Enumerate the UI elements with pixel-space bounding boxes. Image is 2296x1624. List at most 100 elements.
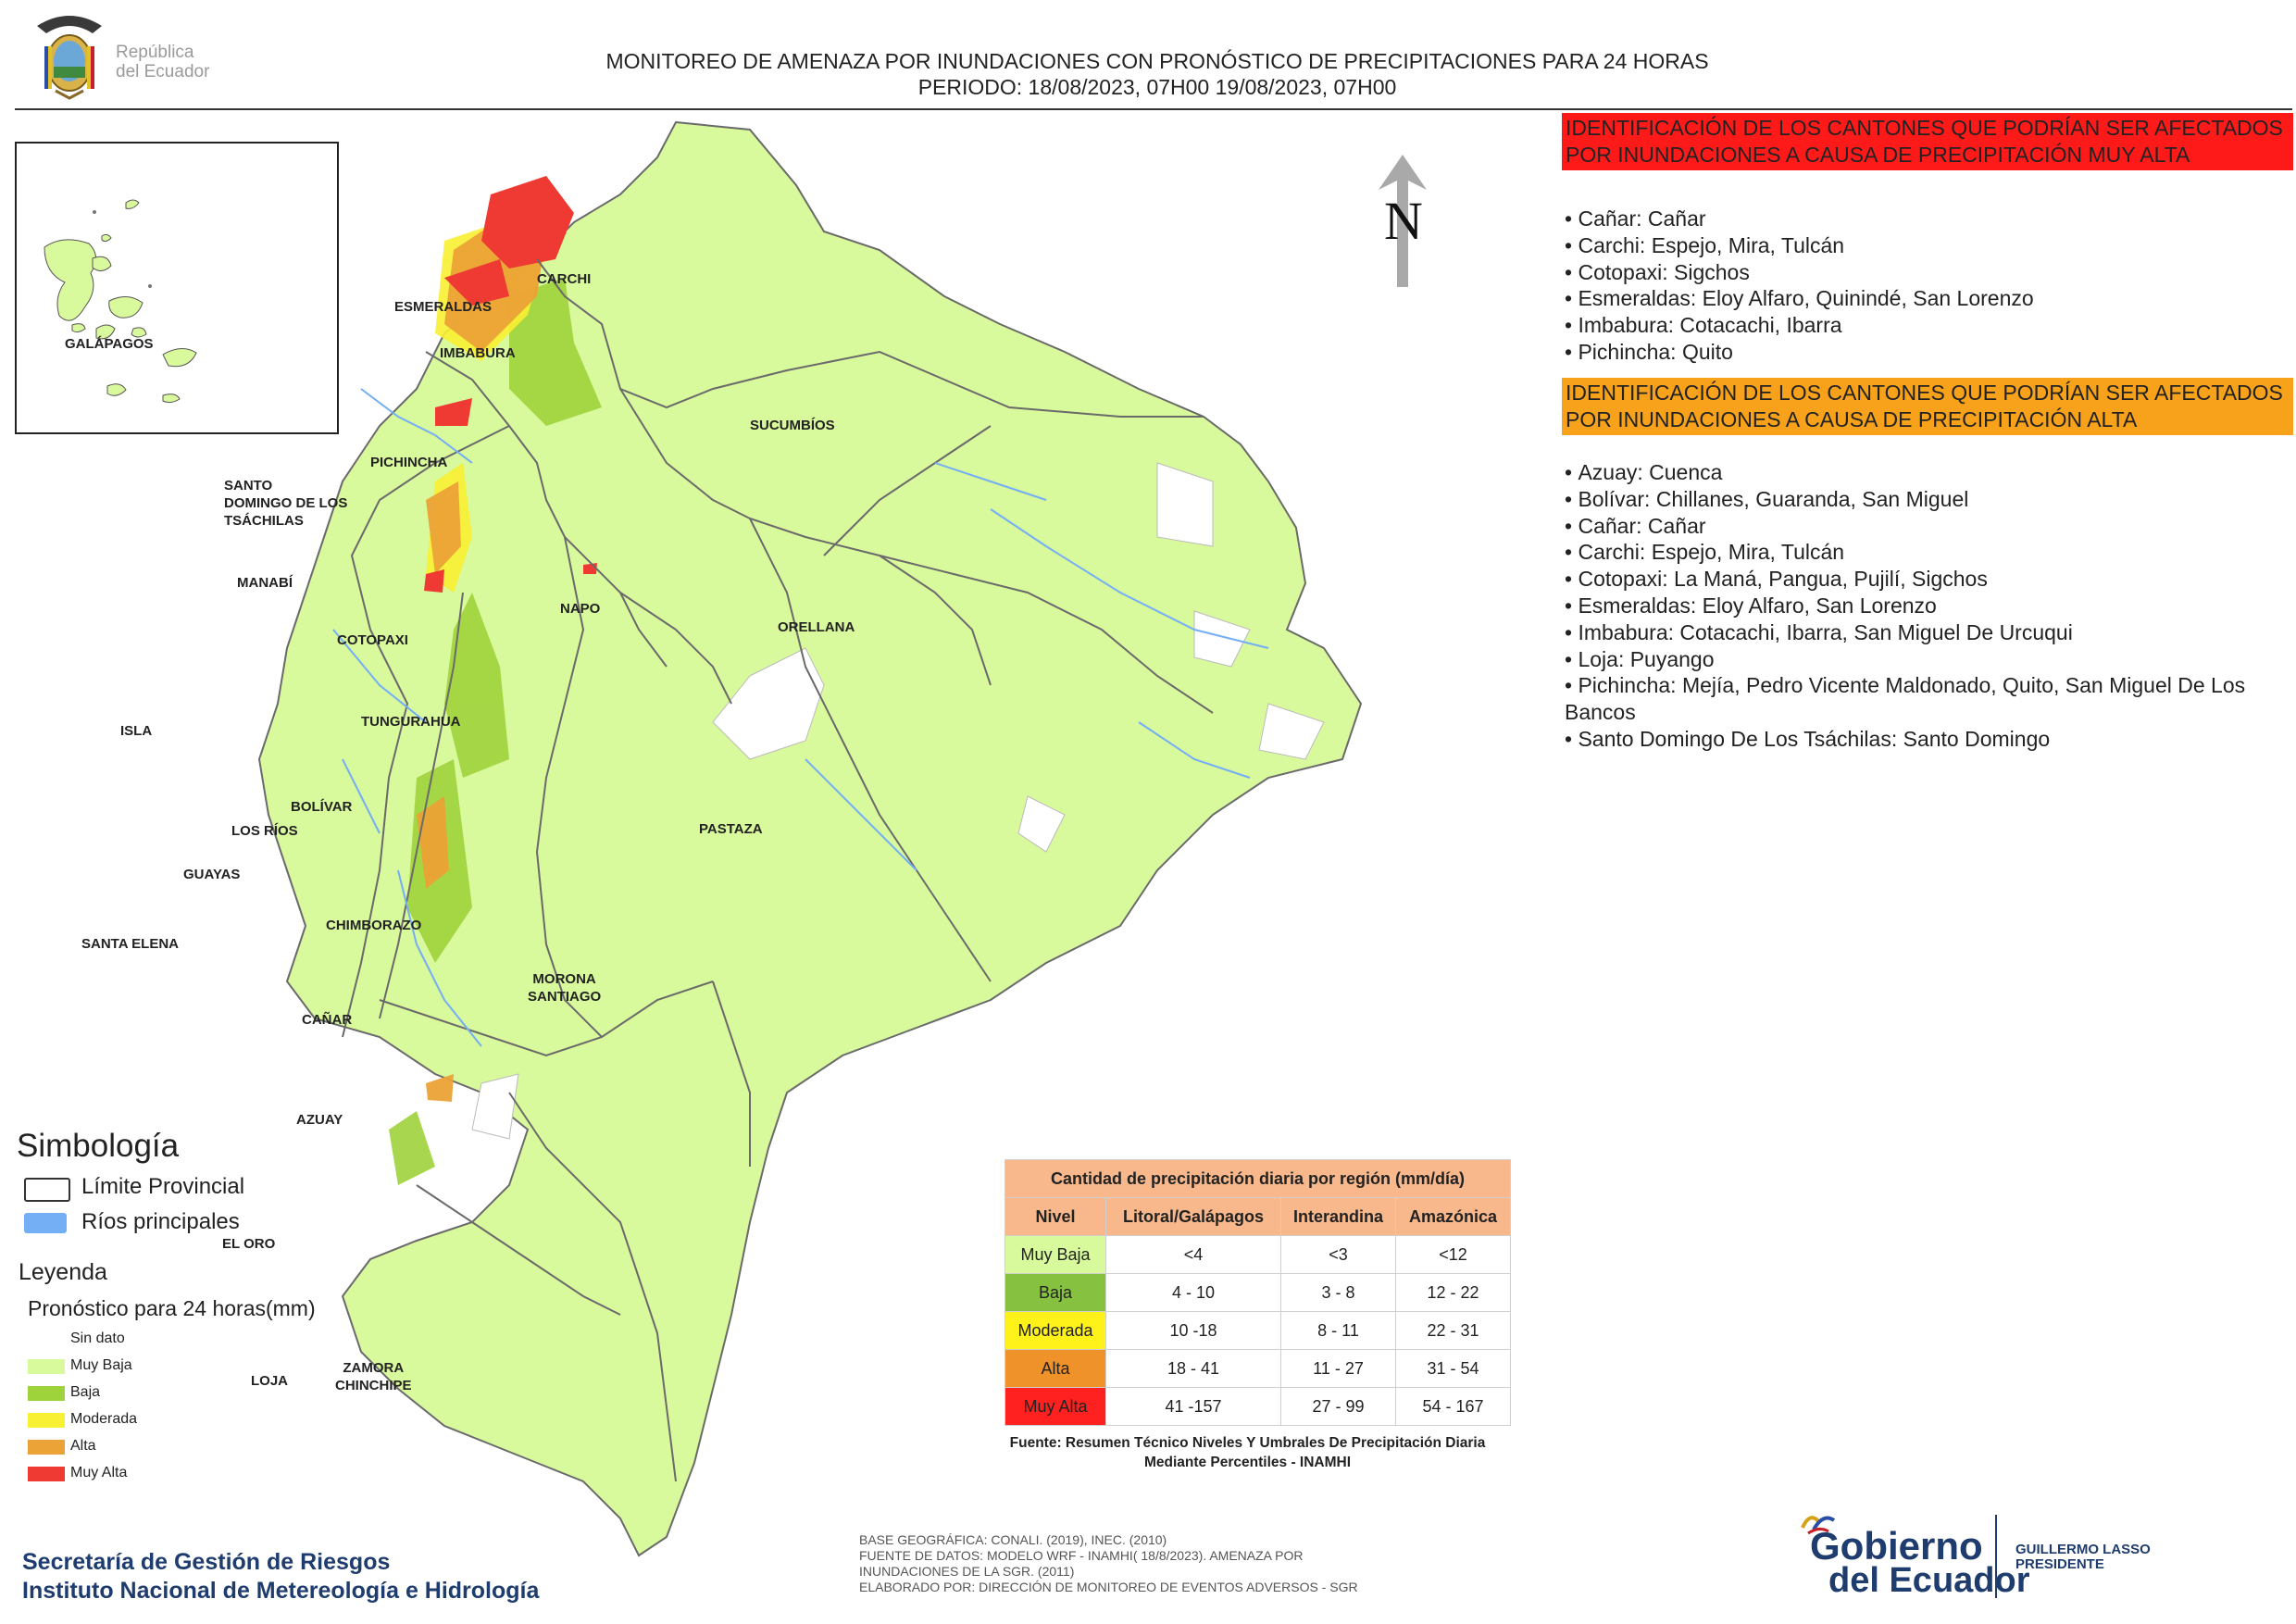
- amazonica-cell: 31 - 54: [1395, 1349, 1511, 1388]
- leyenda-subtitle: Pronóstico para 24 horas(mm): [28, 1296, 316, 1320]
- logo-text: República del Ecuador: [116, 43, 210, 81]
- province-label-el-oro: EL ORO: [222, 1236, 276, 1252]
- footer-note: ELABORADO POR: DIRECCIÓN DE MONITOREO DE…: [859, 1580, 1358, 1594]
- province-label-pastaza: PASTAZA: [699, 821, 763, 837]
- alert-muy-alta-item: Cotopaxi: Sigchos: [1565, 259, 2287, 286]
- rios-swatch: [24, 1213, 67, 1233]
- footer-note: BASE GEOGRÁFICA: CONALI. (2019), INEC. (…: [859, 1532, 1167, 1547]
- province-label-morona-santiago: MORONA SANTIAGO: [528, 971, 602, 1005]
- province-label-azuay: AZUAY: [296, 1112, 343, 1128]
- main-rivers: [332, 388, 1269, 1047]
- litoral-cell: 41 -157: [1105, 1387, 1281, 1426]
- president-label: GUILLERMO LASSO PRESIDENTE: [2015, 1543, 2151, 1572]
- legend-label: Alta: [70, 1438, 96, 1454]
- province-label-carchi: CARCHI: [537, 271, 592, 287]
- province-label-santa-elena: SANTA ELENA: [81, 936, 179, 952]
- table-header: Interandina: [1280, 1197, 1396, 1236]
- province-label-pichincha: PICHINCHA: [370, 455, 448, 470]
- amazonica-cell: <12: [1395, 1235, 1511, 1274]
- table-row: Muy Alta 41 -157 27 - 99 54 - 167: [1004, 1387, 1511, 1426]
- table-row: Moderada 10 -18 8 - 11 22 - 31: [1004, 1311, 1511, 1350]
- table-source: Fuente: Resumen Técnico Niveles Y Umbral…: [1009, 1435, 1486, 1470]
- header-divider: [15, 108, 2292, 110]
- precip-baja-zone: [389, 278, 602, 1185]
- province-label-sucumbios: SUCUMBÍOS: [750, 418, 835, 433]
- alert-muy-alta-item: Pichincha: Quito: [1565, 339, 2287, 366]
- amazonica-cell: 22 - 31: [1395, 1311, 1511, 1350]
- nivel-cell: Baja: [1004, 1273, 1106, 1312]
- table-row: Muy Baja <4 <3 <12: [1004, 1235, 1511, 1274]
- litoral-cell: 4 - 10: [1105, 1273, 1281, 1312]
- province-label-guayas: GUAYAS: [183, 867, 241, 882]
- page-title: MONITOREO DE AMENAZA POR INUNDACIONES CO…: [370, 48, 1944, 100]
- interandina-cell: <3: [1280, 1235, 1396, 1274]
- litoral-cell: 10 -18: [1105, 1311, 1281, 1350]
- galapagos-label: GALÁPAGOS: [65, 336, 154, 352]
- province-label-orellana: ORELLANA: [778, 619, 855, 635]
- interandina-cell: 3 - 8: [1280, 1273, 1396, 1312]
- table-header: Litoral/Galápagos: [1105, 1197, 1281, 1236]
- table-header: Amazónica: [1395, 1197, 1511, 1236]
- alert-alta-item: Esmeraldas: Eloy Alfaro, San Lorenzo: [1565, 593, 2287, 619]
- province-label-canar: CAÑAR: [302, 1012, 353, 1028]
- province-label-napo: NAPO: [560, 601, 601, 617]
- alert-alta-item: Imbabura: Cotacachi, Ibarra, San Miguel …: [1565, 619, 2287, 646]
- legend-swatch: [28, 1386, 65, 1401]
- legend-label: Muy Alta: [70, 1465, 128, 1480]
- limite-provincial-swatch: [24, 1178, 70, 1202]
- interandina-cell: 27 - 99: [1280, 1387, 1396, 1426]
- symbol-label: Ríos principales: [81, 1209, 240, 1234]
- title-line-2: PERIODO: 18/08/2023, 07H00 19/08/2023, 0…: [917, 75, 1397, 99]
- table-row: Baja 4 - 10 3 - 8 12 - 22: [1004, 1273, 1511, 1312]
- title-line-1: MONITOREO DE AMENAZA POR INUNDACIONES CO…: [605, 49, 1709, 73]
- legend-label: Muy Baja: [70, 1357, 132, 1373]
- republica-ecuador-logo: República del Ecuador: [28, 9, 241, 102]
- north-arrow-icon: [1379, 155, 1427, 287]
- precipitation-thresholds-table: Cantidad de precipitación diaria por reg…: [1004, 1159, 1511, 1426]
- alert-alta-item: Azuay: Cuenca: [1565, 459, 2287, 486]
- precip-muy-alta-zone: [424, 176, 597, 593]
- nivel-cell: Alta: [1004, 1349, 1106, 1388]
- alert-alta-item: Bolívar: Chillanes, Guaranda, San Miguel: [1565, 486, 2287, 513]
- leyenda-title: Leyenda: [19, 1259, 107, 1285]
- north-letter: N: [1384, 191, 1423, 251]
- legend-swatch: [28, 1440, 65, 1455]
- nivel-cell: Moderada: [1004, 1311, 1106, 1350]
- province-label-bolivar: BOLÍVAR: [291, 799, 353, 815]
- alert-alta-item: Cotopaxi: La Maná, Pangua, Pujilí, Sigch…: [1565, 566, 2287, 593]
- footer-note: INUNDACIONES DE LA SGR. (2011): [859, 1564, 1075, 1579]
- province-label-esmeraldas: ESMERALDAS: [394, 299, 493, 315]
- province-label-isla: ISLA: [120, 723, 153, 739]
- table-row: Alta 18 - 41 11 - 27 31 - 54: [1004, 1349, 1511, 1388]
- gobierno-logo-line1: Gobierno: [1810, 1524, 1983, 1568]
- legend-swatch: [28, 1413, 65, 1428]
- province-label-manabi: MANABÍ: [237, 575, 293, 591]
- ecuador-flood-map: CARCHI ESMERALDAS IMBABURA SUCUMBÍOS PIC…: [81, 111, 1574, 1574]
- symbol-label: Límite Provincial: [81, 1174, 245, 1199]
- province-label-imbabura: IMBABURA: [440, 345, 516, 361]
- legend-label: Moderada: [70, 1411, 138, 1427]
- alert-muy-alta-list: Cañar: Cañar Carchi: Espejo, Mira, Tulcá…: [1565, 206, 2287, 366]
- alert-muy-alta-item: Imbabura: Cotacachi, Ibarra: [1565, 312, 2287, 339]
- amazonica-cell: 12 - 22: [1395, 1273, 1511, 1312]
- ecuador-outline: [257, 120, 1363, 1557]
- province-label-chimborazo: CHIMBORAZO: [326, 918, 422, 933]
- alert-alta-list: Azuay: Cuenca Bolívar: Chillanes, Guaran…: [1565, 459, 2287, 753]
- province-label-zamora-chinchipe: ZAMORA CHINCHIPE: [335, 1360, 412, 1393]
- nivel-cell: Muy Alta: [1004, 1387, 1106, 1426]
- president-title: PRESIDENTE: [2015, 1556, 2104, 1572]
- litoral-cell: <4: [1105, 1235, 1281, 1274]
- legend-label: Baja: [70, 1384, 101, 1400]
- logo-divider: [1995, 1515, 1997, 1598]
- alert-muy-alta-item: Esmeraldas: Eloy Alfaro, Quinindé, San L…: [1565, 285, 2287, 312]
- president-name: GUILLERMO LASSO: [2015, 1542, 2151, 1557]
- alert-muy-alta-heading: IDENTIFICACIÓN DE LOS CANTONES QUE PODRÍ…: [1562, 113, 2293, 170]
- alert-alta-item: Cañar: Cañar: [1565, 513, 2287, 540]
- province-label-tungurahua: TUNGURAHUA: [361, 714, 461, 730]
- amazonica-cell: 54 - 167: [1395, 1387, 1511, 1426]
- province-label-cotopaxi: COTOPAXI: [337, 632, 408, 648]
- litoral-cell: 18 - 41: [1105, 1349, 1281, 1388]
- simbologia-title: Simbología: [17, 1128, 180, 1164]
- interandina-cell: 11 - 27: [1280, 1349, 1396, 1388]
- legend-swatch: [28, 1467, 65, 1481]
